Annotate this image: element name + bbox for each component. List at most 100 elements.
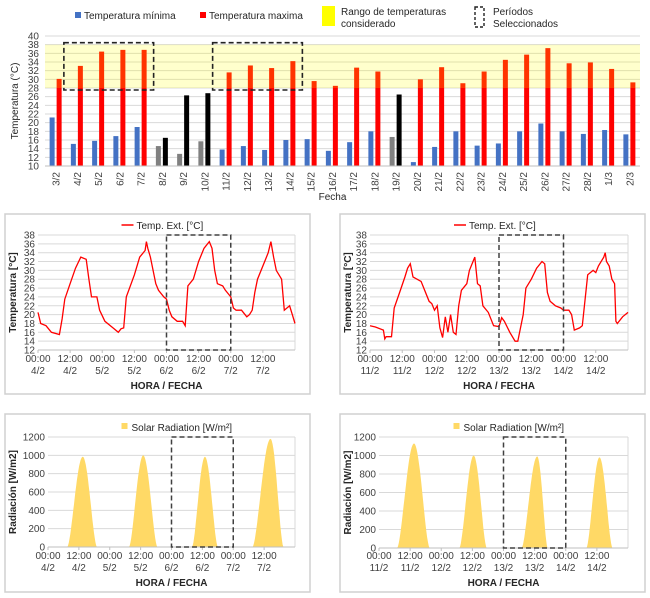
- y-tick-label: 800: [28, 469, 45, 480]
- x-tick-date: 6/2: [165, 563, 179, 574]
- solar-day-area: [586, 457, 613, 548]
- bar-max-temp: [587, 62, 593, 166]
- temperature-line-chart: 121416182022242628303234363800:004/212:0…: [4, 213, 311, 395]
- y-tick-label: 0: [370, 544, 376, 555]
- y-tick-label: 1200: [354, 433, 377, 444]
- x-tick-date: 7/2: [224, 366, 238, 377]
- x-tick-date: 11/2: [361, 366, 380, 377]
- x-tick-date: 4/2: [41, 563, 55, 574]
- legend-label: Temp. Ext. [°C]: [137, 221, 204, 232]
- bar-min-temp: [368, 131, 374, 166]
- legend-area-swatch: [453, 423, 460, 429]
- temperature-series-line: [369, 252, 629, 342]
- x-tick-time: 00:00: [25, 354, 50, 365]
- bar-min-temp: [49, 117, 55, 166]
- y-tick-label: 24: [356, 292, 368, 303]
- y-tick-label: 200: [359, 525, 376, 536]
- y-tick-label: 18: [356, 319, 368, 330]
- x-tick-time: 12:00: [66, 551, 91, 562]
- y-tick-label: 40: [28, 32, 40, 43]
- x-tick-date: 5/2: [95, 366, 109, 377]
- y-tick-label: 14: [28, 144, 40, 155]
- x-tick-time: 12:00: [390, 354, 415, 365]
- temperature-range-band: [45, 44, 640, 88]
- y-tick-label: 34: [24, 248, 36, 259]
- solar-day-area: [459, 455, 487, 548]
- x-tick-time: 00:00: [97, 551, 122, 562]
- bar-min-temp: [219, 149, 225, 166]
- selected-period-box: [502, 436, 567, 549]
- x-tick-date: 5/2: [103, 563, 117, 574]
- x-axis-title: HORA / FECHA: [463, 381, 535, 392]
- bar-max-temp: [524, 54, 530, 167]
- solar-day-area: [67, 456, 97, 547]
- y-tick-label: 16: [356, 328, 368, 339]
- bar-min-temp: [580, 133, 586, 166]
- y-tick-label: 800: [359, 470, 376, 481]
- y-tick-label: 32: [28, 66, 40, 77]
- y-tick-label: 30: [356, 266, 368, 277]
- y-tick-label: 28: [356, 275, 368, 286]
- y-tick-label: 22: [356, 301, 368, 312]
- solar-day-area: [252, 438, 284, 547]
- x-tick-label: 2/3: [625, 172, 636, 186]
- y-tick-label: 20: [356, 310, 368, 321]
- y-tick-label: 32: [24, 257, 36, 268]
- x-tick-label: 24/2: [498, 172, 509, 192]
- y-tick-label: 28: [28, 84, 40, 95]
- y-tick-label: 36: [356, 239, 368, 250]
- x-tick-date: 11/2: [370, 563, 389, 574]
- y-tick-label: 12: [24, 346, 36, 357]
- x-tick-time: 12:00: [583, 354, 608, 365]
- x-tick-time: 00:00: [159, 551, 184, 562]
- x-tick-label: 7/2: [137, 172, 148, 186]
- y-tick-label: 30: [28, 75, 40, 86]
- y-tick-label: 18: [24, 319, 36, 330]
- x-axis-title: Fecha: [319, 192, 347, 203]
- legend-swatch-min: [75, 12, 81, 18]
- bar-min-temp: [240, 146, 246, 166]
- bar-max-temp: [269, 68, 275, 166]
- bar-min-temp: [410, 162, 416, 166]
- x-tick-label: 9/2: [179, 172, 190, 186]
- y-tick-label: 200: [28, 524, 45, 535]
- temperature-series-line: [37, 240, 296, 336]
- legend-label-range: considerado: [341, 19, 396, 30]
- y-tick-label: 20: [28, 118, 40, 129]
- legend-label: Temp. Ext. [°C]: [469, 221, 536, 232]
- y-tick-label: 1000: [23, 451, 46, 462]
- bar-min-temp: [559, 131, 565, 166]
- bar-max-temp: [226, 72, 232, 166]
- y-tick-label: 400: [359, 507, 376, 518]
- x-tick-time: 00:00: [422, 354, 447, 365]
- x-tick-time: 00:00: [357, 354, 382, 365]
- x-tick-label: 4/2: [73, 172, 84, 186]
- x-tick-time: 12:00: [454, 354, 479, 365]
- bar-max-temp: [417, 79, 423, 166]
- x-tick-time: 00:00: [218, 354, 243, 365]
- x-tick-date: 6/2: [195, 563, 209, 574]
- bar-min-temp: [92, 140, 98, 166]
- solar-day-area: [521, 456, 548, 548]
- y-tick-label: 400: [28, 506, 45, 517]
- x-axis-title: HORA / FECHA: [131, 381, 203, 392]
- bar-max-temp: [332, 85, 338, 166]
- x-tick-time: 12:00: [519, 354, 544, 365]
- x-tick-time: 12:00: [190, 551, 215, 562]
- legend-label-selected: Períodos: [493, 7, 533, 18]
- legend-label: Solar Radiation [W/m²]: [464, 423, 565, 434]
- y-axis-title: Temperatura [°C]: [8, 252, 19, 333]
- bar-max-temp: [375, 71, 381, 166]
- y-tick-label: 30: [24, 266, 36, 277]
- y-tick-label: 22: [28, 110, 40, 121]
- bar-min-temp: [474, 145, 480, 166]
- legend-swatch-range: [322, 6, 335, 26]
- x-tick-date: 14/2: [587, 563, 607, 574]
- x-tick-date: 12/2: [463, 563, 483, 574]
- x-tick-date: 5/2: [127, 366, 141, 377]
- x-tick-date: 4/2: [72, 563, 86, 574]
- bar-max-temp: [184, 95, 190, 166]
- temperature-line-chart: 121416182022242628303234363800:0011/212:…: [339, 213, 646, 395]
- y-tick-label: 38: [356, 231, 368, 242]
- bar-min-temp: [325, 150, 331, 166]
